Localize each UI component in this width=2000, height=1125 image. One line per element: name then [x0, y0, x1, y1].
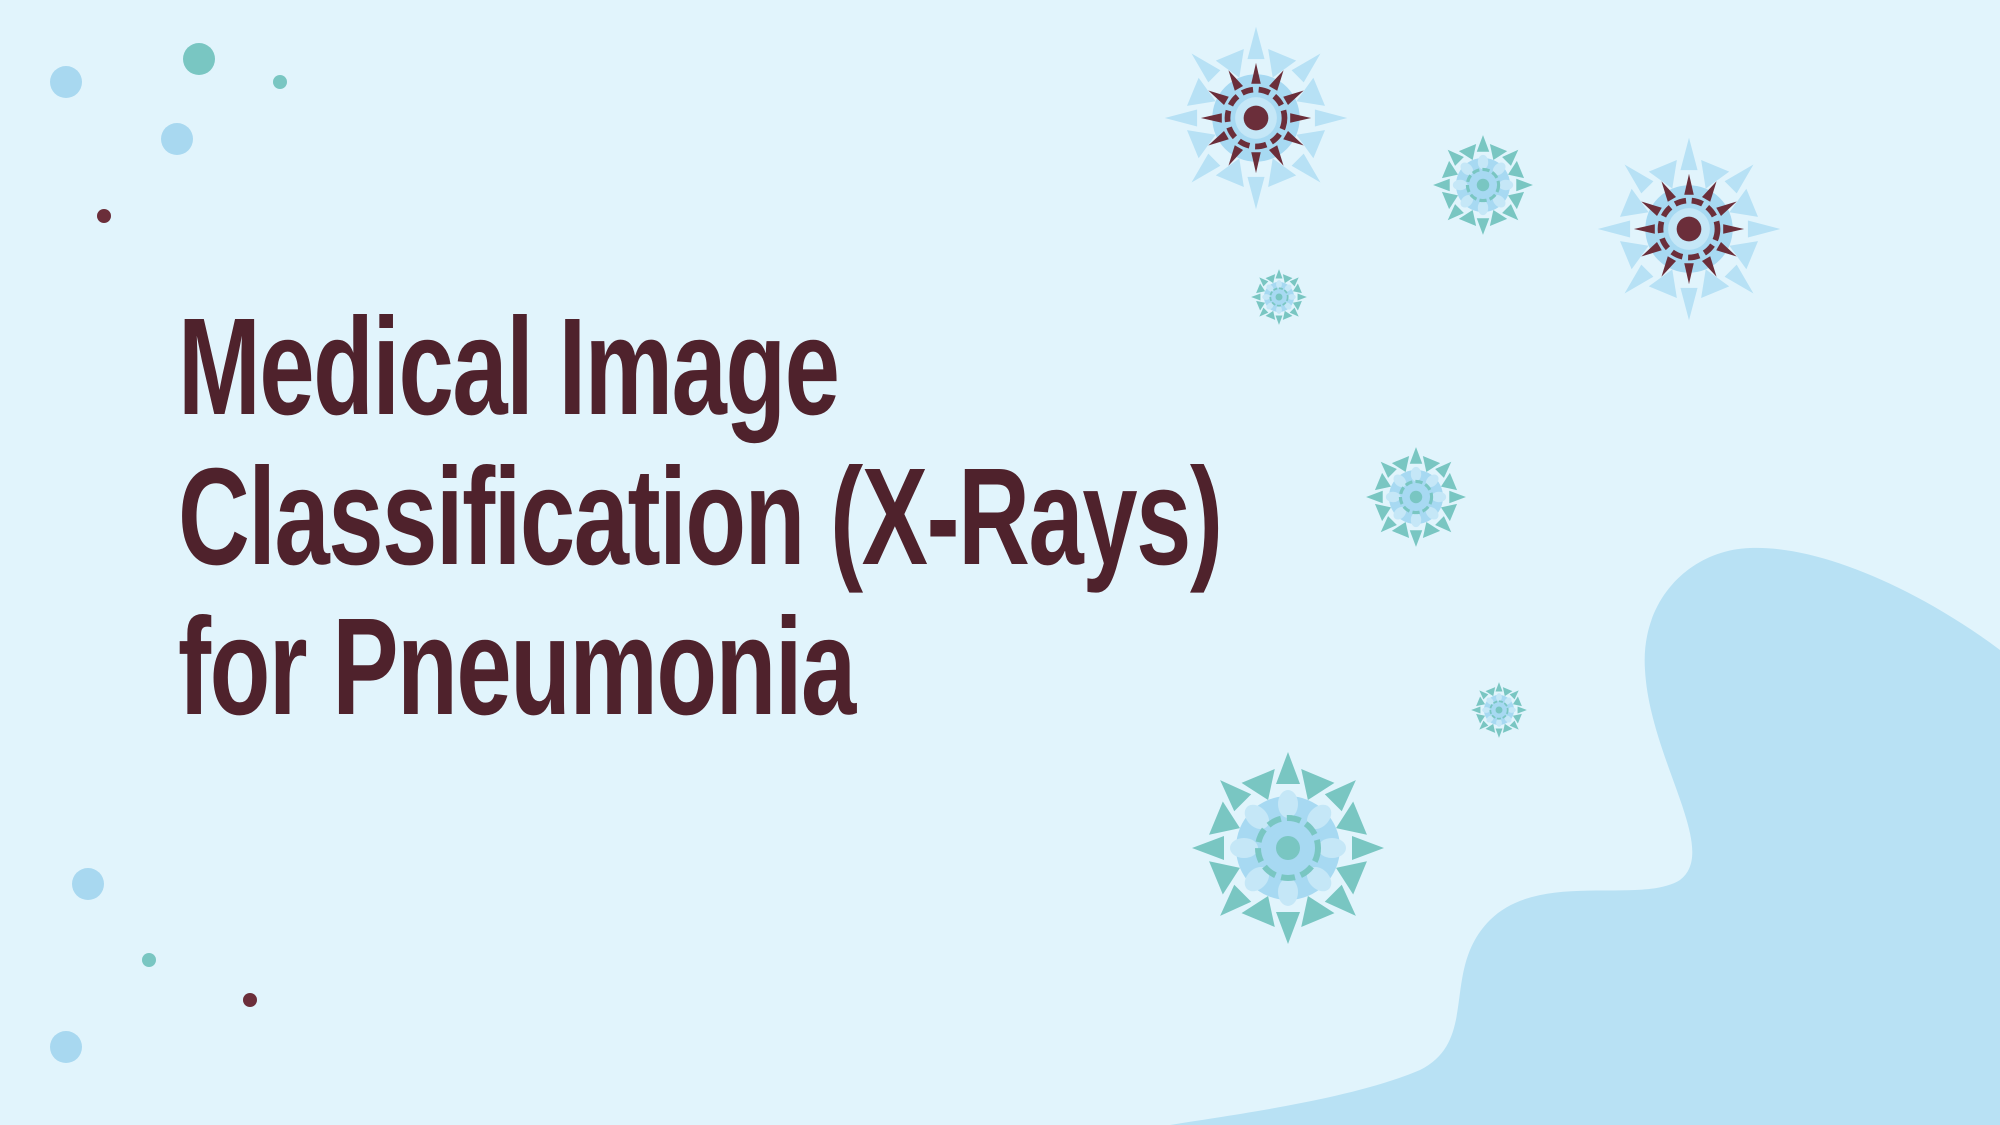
dot-decoration: [97, 209, 111, 223]
virus-icon: [1598, 138, 1780, 320]
virus-icon: [1192, 752, 1384, 944]
dot-decoration: [161, 123, 193, 155]
virus-icon: [1431, 133, 1535, 237]
dot-decoration: [50, 66, 82, 98]
dot-decoration: [50, 1031, 82, 1063]
slide-title-line: Medical Image: [178, 290, 840, 444]
dot-decoration: [183, 43, 215, 75]
virus-icon: [1165, 27, 1347, 209]
slide-title: Medical Image Classification (X-Rays) fo…: [178, 290, 1223, 744]
virus-icon: [1250, 268, 1308, 326]
dot-decoration: [72, 868, 104, 900]
dot-decoration: [142, 953, 156, 967]
virus-icon: [1470, 681, 1528, 739]
slide-title-line: for Pneumonia: [178, 590, 856, 744]
dot-decoration: [243, 993, 257, 1007]
background-blob: [1170, 547, 2000, 1125]
slide-title-line: Classification (X-Rays): [178, 440, 1223, 594]
dot-decoration: [273, 75, 287, 89]
virus-icon: [1364, 445, 1468, 549]
